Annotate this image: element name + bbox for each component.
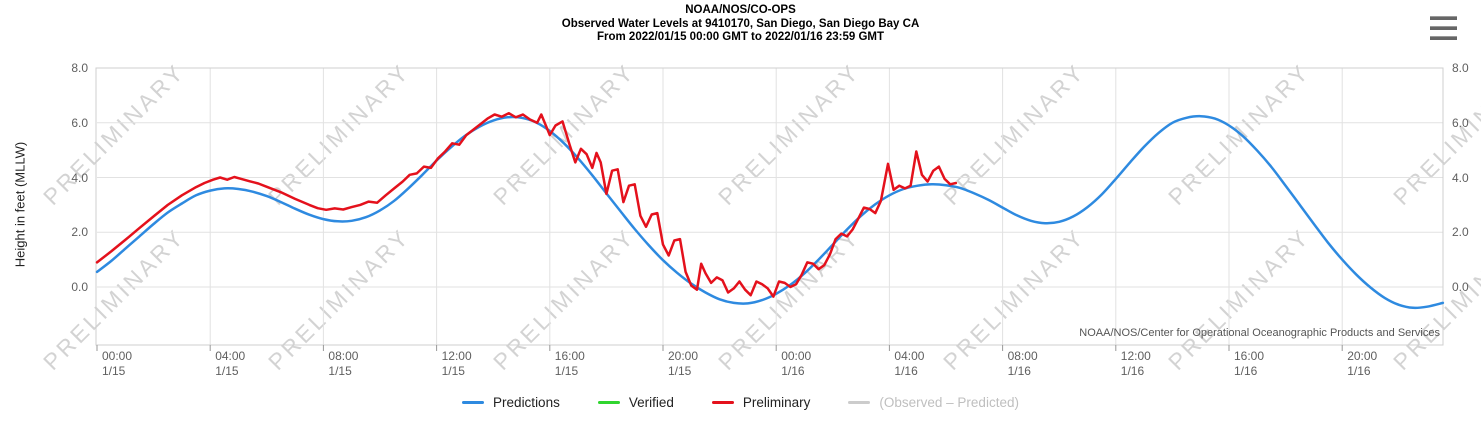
y-tick-label: 2.0 <box>1452 225 1469 240</box>
x-tick-label: 04:00 1/15 <box>215 349 246 378</box>
legend-label: Verified <box>628 395 674 410</box>
chart-title-block: NOAA/NOS/CO-OPS Observed Water Levels at… <box>0 4 1481 45</box>
x-tick-label: 16:00 1/16 <box>1234 349 1265 378</box>
chart-legend: Predictions Verified Preliminary (Observed … <box>0 395 1481 410</box>
y-axis-title: Height in feet (MLLW) <box>12 141 28 268</box>
attribution-text: NOAA/NOS/Center for Operational Oceanogr… <box>1079 327 1440 339</box>
y-tick-label: 6.0 <box>1452 115 1469 130</box>
legend-item-preliminary[interactable]: Preliminary <box>711 395 811 410</box>
y-tick-label: 6.0 <box>71 115 88 130</box>
legend-swatch <box>462 401 485 404</box>
legend-label: Predictions <box>493 395 560 410</box>
legend-label: Preliminary <box>742 395 811 410</box>
x-tick-label: 04:00 1/16 <box>894 349 925 378</box>
x-tick-label: 12:00 1/15 <box>441 349 472 378</box>
y-tick-label: 0.0 <box>1452 280 1469 294</box>
hamburger-menu-icon[interactable] <box>1430 16 1457 42</box>
y-tick-label: 8.0 <box>71 61 88 75</box>
menu-bar <box>1430 16 1457 20</box>
x-tick-label: 08:00 1/15 <box>328 349 359 378</box>
y-tick-label: 8.0 <box>1452 61 1469 75</box>
x-tick-label: 16:00 1/15 <box>554 349 585 378</box>
x-tick-label: 20:00 1/16 <box>1347 349 1378 378</box>
legend-item-observed-predicted[interactable]: (Observed – Predicted) <box>848 395 1019 410</box>
x-tick-label: 00:00 1/16 <box>781 349 812 378</box>
y-tick-label: 4.0 <box>71 170 88 185</box>
menu-bar <box>1430 26 1457 30</box>
y-tick-label: 4.0 <box>1452 170 1469 185</box>
y-tick-label: 2.0 <box>71 225 88 240</box>
chart-title-line1: NOAA/NOS/CO-OPS <box>685 4 796 16</box>
legend-label: (Observed – Predicted) <box>879 395 1019 410</box>
legend-item-predictions[interactable]: Predictions <box>462 395 560 410</box>
legend-item-verified[interactable]: Verified <box>597 395 674 410</box>
x-tick-label: 12:00 1/16 <box>1120 349 1151 378</box>
chart-title-line2: Observed Water Levels at 9410170, San Di… <box>561 17 920 30</box>
legend-swatch <box>711 401 734 404</box>
x-tick-label: 00:00 1/15 <box>102 349 133 378</box>
menu-bar <box>1430 36 1457 40</box>
chart-title-line3: From 2022/01/15 00:00 GMT to 2022/01/16 … <box>596 31 884 43</box>
legend-swatch <box>848 401 871 404</box>
x-tick-label: 20:00 1/15 <box>668 349 699 378</box>
legend-swatch <box>597 401 620 404</box>
y-tick-label: 0.0 <box>71 280 88 294</box>
x-tick-label: 08:00 1/16 <box>1007 349 1038 378</box>
